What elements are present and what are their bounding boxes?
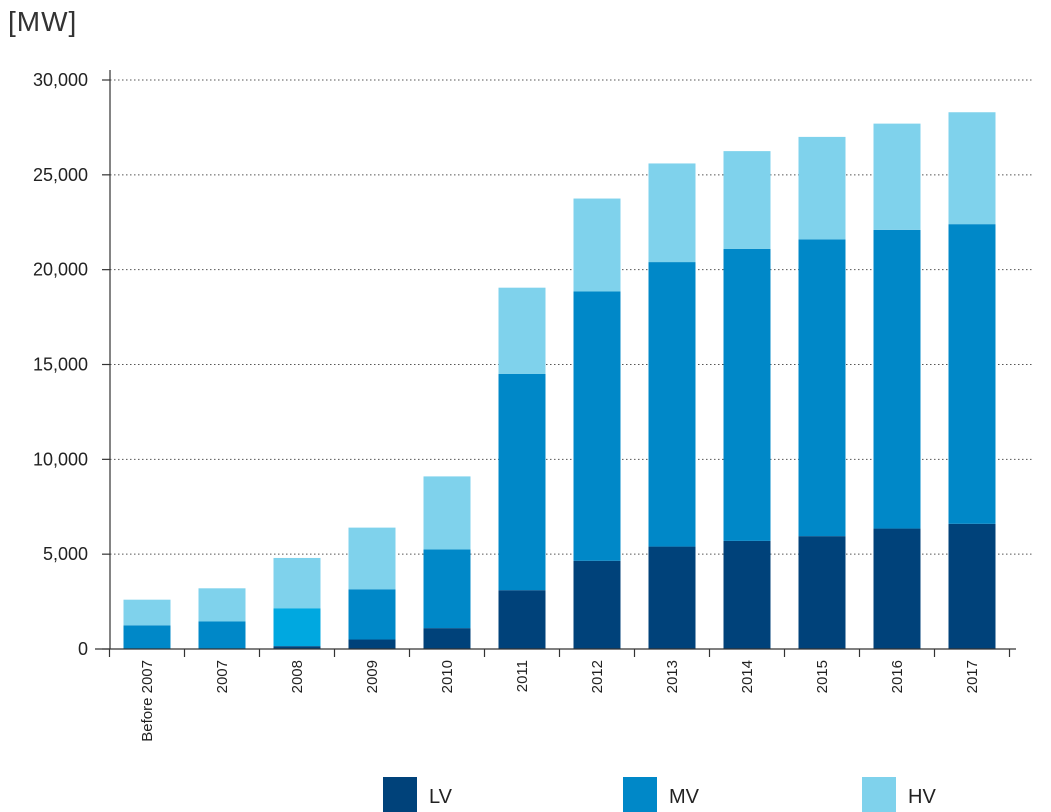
bar-hv-2017 <box>948 112 996 225</box>
bar-mv-2016 <box>873 229 921 529</box>
y-tick-label: 30,000 <box>33 70 88 90</box>
y-tick-label: 0 <box>78 639 88 659</box>
bar-lv-2014 <box>723 540 771 649</box>
bar-hv-2009 <box>348 527 396 590</box>
x-tick-label: 2017 <box>964 660 981 693</box>
y-tick-label: 10,000 <box>33 449 88 469</box>
x-tick-label: 2011 <box>514 660 531 692</box>
x-tick-label: 2014 <box>739 660 756 693</box>
bar-lv-2008 <box>273 646 321 649</box>
bar-hv-2011 <box>498 287 546 374</box>
bar-hv-2015 <box>798 136 846 240</box>
legend: LV MV HV <box>383 777 936 812</box>
y-tick-label: 25,000 <box>33 165 88 185</box>
x-axis-ticks: Before 2007 2007 2008 2009 2010 2011 2012 2013 2… <box>139 660 981 742</box>
x-tick-label: 2015 <box>814 660 831 693</box>
bar-hv-2007 <box>198 588 246 622</box>
bar-hv-2013 <box>648 163 696 263</box>
bar-lv-2010 <box>423 628 471 649</box>
x-tick-label: 2012 <box>589 660 606 693</box>
legend-label-hv: HV <box>908 786 936 808</box>
x-tick-label: 2009 <box>364 660 381 693</box>
legend-label-lv: LV <box>429 786 453 808</box>
x-tick-label: 2013 <box>664 660 681 693</box>
bar-hv-2010 <box>423 476 471 550</box>
bar-lv-2016 <box>873 528 921 649</box>
bar-hv-2016 <box>873 123 921 230</box>
x-tick-label: 2007 <box>214 660 231 693</box>
bar-mv-2010 <box>423 549 471 629</box>
bar-mv-2017 <box>948 224 996 524</box>
bar-hv-2012 <box>573 198 621 292</box>
bar-mv-before-2007 <box>123 625 171 649</box>
bar-lv-2017 <box>948 523 996 649</box>
y-axis-ticks: 0 5,000 10,000 15,000 20,000 25,000 30,000 <box>33 70 88 659</box>
bar-lv-2011 <box>498 590 546 649</box>
axes <box>95 70 1016 657</box>
bar-lv-2009 <box>348 639 396 649</box>
bar-hv-before-2007 <box>123 599 171 626</box>
x-tick-label: 2008 <box>289 660 306 693</box>
y-unit-label: [MW] <box>8 6 78 37</box>
y-tick-label: 15,000 <box>33 355 88 375</box>
bar-hv-2014 <box>723 151 771 249</box>
bar-mv-2008 <box>273 608 321 647</box>
bar-mv-2012 <box>573 291 621 561</box>
bar-mv-2013 <box>648 262 696 547</box>
bar-hv-2008 <box>273 557 321 609</box>
legend-swatch-mv <box>623 777 657 812</box>
bar-mv-2011 <box>498 373 546 591</box>
bar-mv-2007 <box>198 621 246 649</box>
x-tick-label: 2010 <box>439 660 456 693</box>
legend-label-mv: MV <box>669 786 700 808</box>
bars <box>123 112 996 649</box>
bar-lv-2013 <box>648 546 696 649</box>
bar-mv-2014 <box>723 248 771 541</box>
y-tick-label: 5,000 <box>43 544 88 564</box>
bar-mv-2009 <box>348 589 396 640</box>
bar-lv-2015 <box>798 536 846 649</box>
bar-mv-2015 <box>798 239 846 537</box>
y-tick-label: 20,000 <box>33 260 88 280</box>
x-tick-label: 2016 <box>889 660 906 693</box>
legend-swatch-lv <box>383 777 417 812</box>
bar-lv-2012 <box>573 560 621 649</box>
legend-swatch-hv <box>862 777 896 812</box>
x-tick-label: Before 2007 <box>139 660 156 742</box>
